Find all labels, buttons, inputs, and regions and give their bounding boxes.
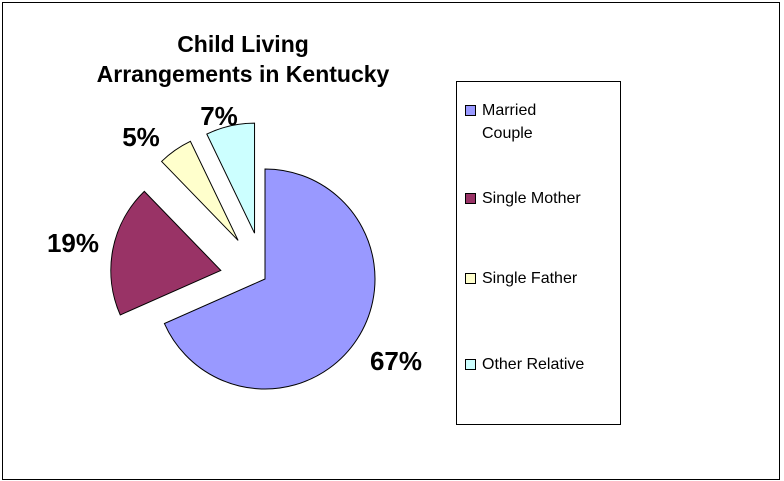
legend-swatch-single-father [465,273,476,284]
legend-label-other-relative: Other Relative [482,356,585,373]
legend-item-single-mother: Single Mother [465,187,625,210]
legend-label-married-couple-line-2: Couple [482,125,533,142]
pie-slice-other-relative [206,122,256,234]
chart-title-line-1: Child Living [177,31,309,57]
legend-item-other-relative: Other Relative [465,353,625,376]
legend-item-single-father: Single Father [465,267,625,290]
data-label-other-relative: 7% [200,101,238,131]
legend-label-single-mother: Single Mother [482,190,581,207]
data-label-single-father: 5% [122,122,160,152]
chart-title-line-2: Arrangements in Kentucky [96,61,390,87]
legend: Married Couple Single Mother Single Fath… [456,81,621,425]
data-label-single-mother: 19% [47,228,99,258]
chart-title: Child Living Arrangements in Kentucky [43,29,443,89]
pie-slice-single-mother [110,190,222,316]
legend-label-single-father: Single Father [482,270,578,287]
legend-swatch-single-mother [465,193,476,204]
legend-item-married-couple: Married Couple [465,99,625,145]
data-label-married-couple: 67% [370,346,422,376]
legend-swatch-other-relative [465,359,476,370]
legend-swatch-married-couple [465,105,476,116]
pie-slice-married-couple [163,168,376,390]
legend-label-married-couple-line-1: Married [482,102,537,119]
pie-slice-single-father [160,140,239,241]
